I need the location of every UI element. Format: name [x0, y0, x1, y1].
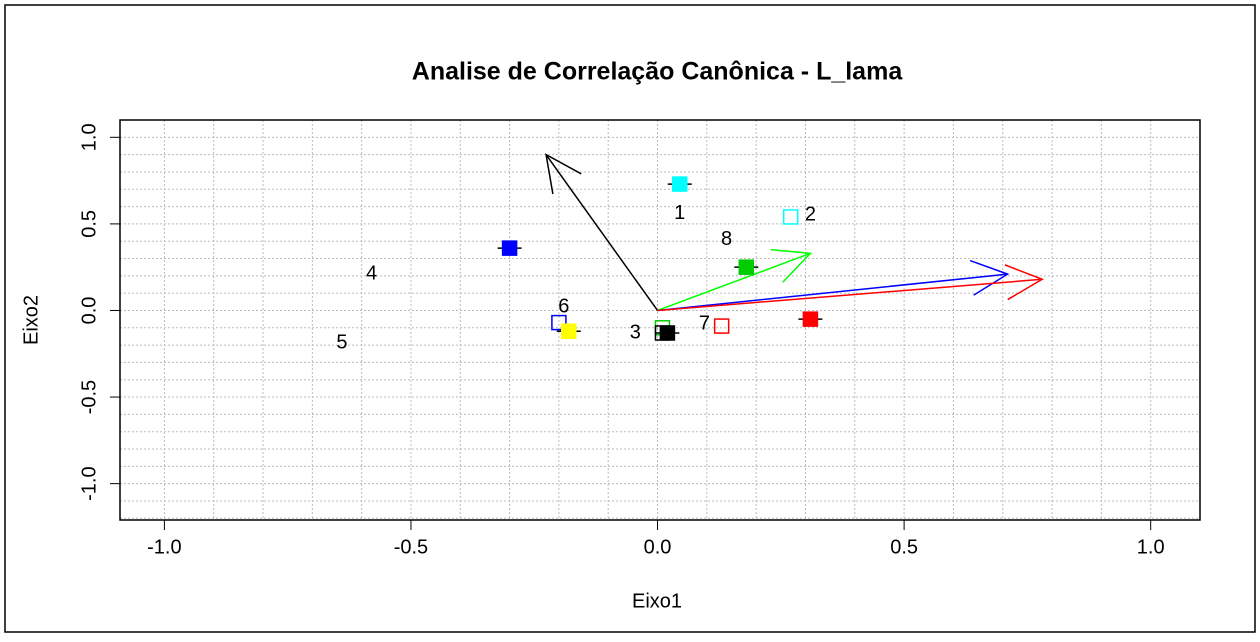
point-label: 5 [336, 332, 347, 354]
x-tick-label: -0.5 [394, 536, 428, 558]
x-tick-label: 0.5 [890, 536, 918, 558]
x-axis-label: Eixo1 [632, 590, 682, 612]
point [659, 325, 676, 341]
plot-box [119, 119, 1201, 521]
arrow-head [969, 259, 1010, 296]
point-label: 4 [366, 262, 377, 284]
frame [4, 4, 1256, 633]
point-label: 8 [721, 228, 732, 250]
point [561, 323, 577, 340]
point [782, 209, 799, 225]
y-tick-label: -0.5 [78, 380, 100, 414]
y-tick-label: 0.5 [78, 210, 100, 238]
y-tick-label: 1.0 [78, 123, 100, 151]
arrow-shaft [657, 278, 1043, 312]
x-tick-label: -1.0 [147, 536, 181, 558]
point [654, 325, 671, 341]
point-label: 1 [674, 202, 685, 224]
arrow-shaft [657, 252, 811, 312]
arrow-shaft [657, 273, 1008, 312]
x-tick-label: 0.0 [644, 536, 672, 558]
point-label: 3 [630, 321, 641, 343]
point [671, 176, 688, 192]
point-label: 2 [805, 204, 816, 226]
arrow-head [770, 248, 813, 283]
arrow-head [545, 153, 582, 195]
point [551, 314, 567, 331]
arrow-shaft [545, 154, 659, 311]
x-tick-label: 1.0 [1137, 536, 1165, 558]
arrow-head [1004, 264, 1044, 301]
point-label: 7 [699, 313, 710, 335]
point [738, 259, 755, 275]
point [802, 311, 819, 327]
chart-title: Analise de Correlação Canônica - L_lama [412, 58, 904, 86]
y-tick-label: 0.0 [78, 297, 100, 325]
y-axis-label: Eixo2 [20, 295, 42, 345]
y-tick-label: -1.0 [78, 466, 100, 500]
point-label: 6 [558, 295, 569, 317]
point [501, 240, 518, 256]
point [713, 318, 730, 334]
